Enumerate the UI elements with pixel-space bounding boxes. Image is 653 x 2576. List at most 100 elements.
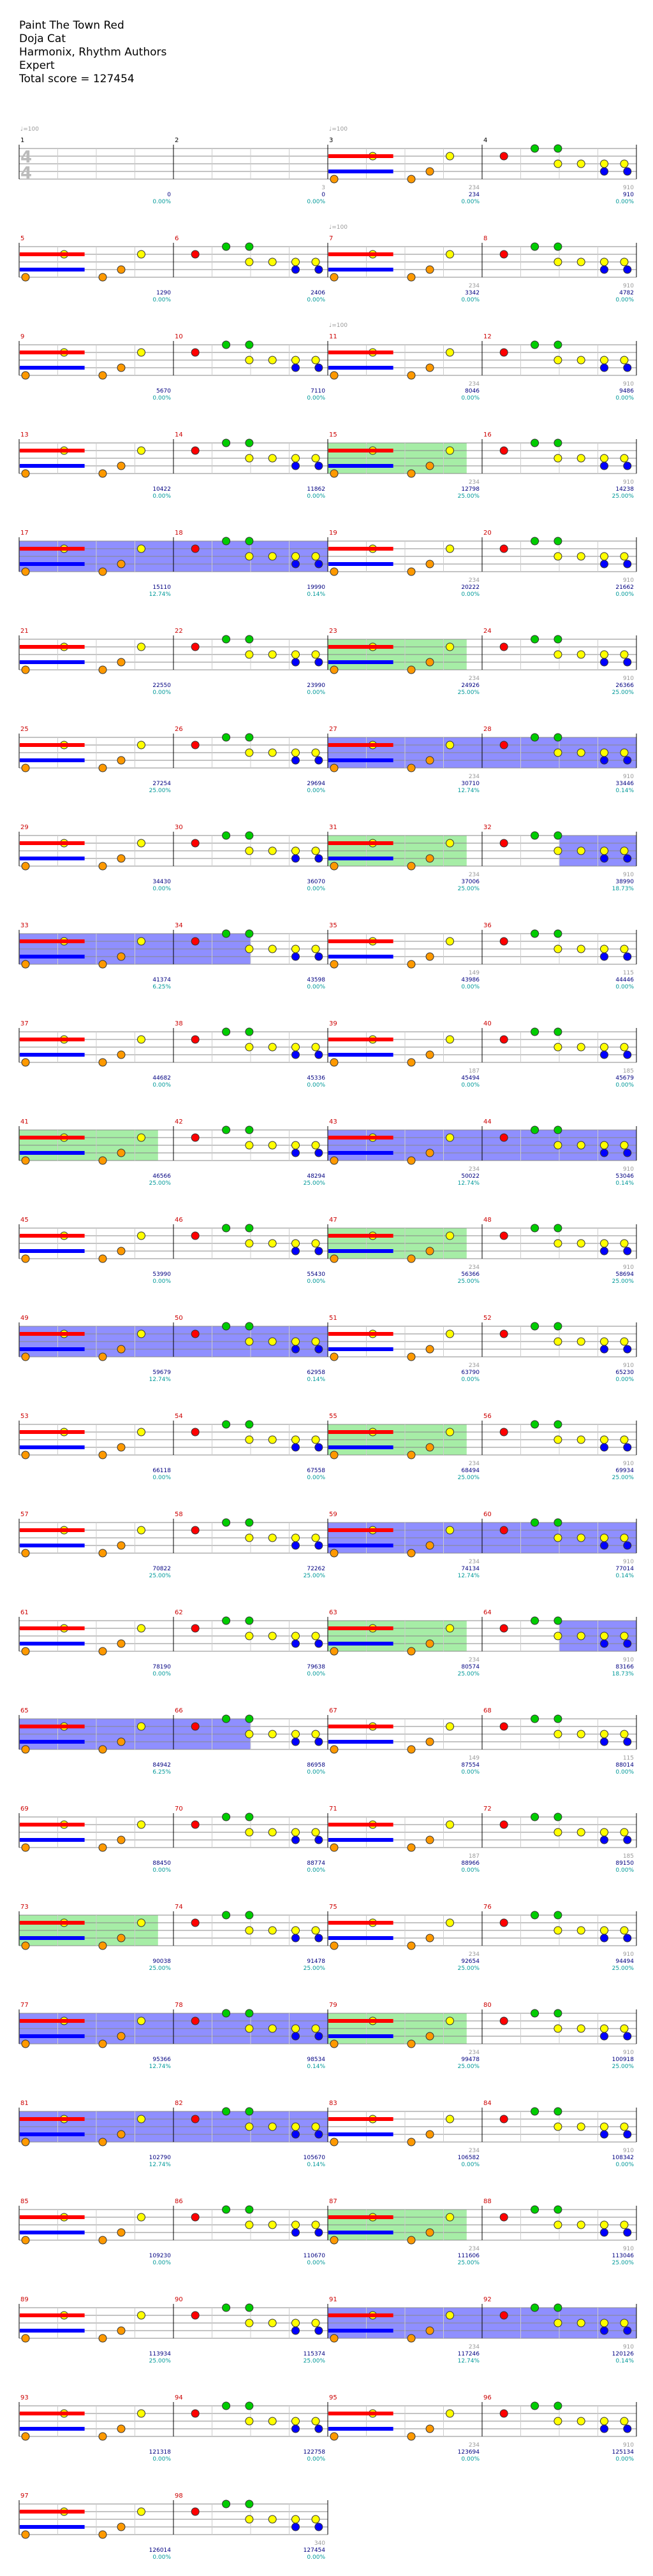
measure-percent: 25.00% [149, 1573, 172, 1579]
note-gem [446, 1133, 454, 1142]
note-gem [600, 748, 608, 757]
measure-number: 55 [329, 1413, 337, 1420]
note-gem [425, 952, 434, 961]
note-gem [446, 348, 454, 357]
note-gem [620, 257, 629, 266]
note-gem [600, 2326, 608, 2335]
measure-percent: 0.00% [461, 297, 480, 303]
measure-percent: 0.00% [152, 297, 171, 303]
note-gem [554, 552, 562, 561]
note-gem [117, 2032, 126, 2041]
note-gem [531, 733, 539, 742]
note-gem [407, 175, 416, 184]
note-gem [446, 544, 454, 553]
note-gem [330, 1941, 339, 1950]
note-gem [222, 1322, 231, 1331]
note-gem [137, 2115, 145, 2124]
note-gem [425, 1050, 434, 1059]
note-gem [330, 2432, 339, 2441]
note-gem [499, 348, 508, 357]
note-gem [407, 567, 416, 576]
note-gem [499, 741, 508, 749]
note-gem [21, 1451, 30, 1459]
note-gem [600, 159, 608, 168]
measure-number: 71 [329, 1805, 337, 1813]
measure-score: 5670 [156, 388, 171, 394]
note-gem [407, 1352, 416, 1361]
measure-score: 21662 [615, 584, 634, 591]
note-gem [21, 1843, 30, 1852]
measure-note-count: 234 [469, 185, 480, 191]
note-gem [222, 1714, 231, 1723]
measure-score: 100918 [612, 2057, 635, 2063]
staff-system-23: 8911393425.00%9011537425.00%912341172461… [18, 2296, 637, 2364]
note-gem [311, 944, 320, 953]
note-gem [446, 2016, 454, 2025]
measure-note-count: 185 [623, 1853, 634, 1860]
measure-percent: 0.00% [615, 1377, 634, 1383]
measure-percent: 18.73% [612, 886, 635, 892]
note-gem [499, 446, 508, 455]
sustain-bar-red [328, 1725, 393, 1728]
measure-score: 41374 [152, 977, 171, 983]
tempo-marker: ♩=100 [329, 224, 348, 231]
note-gem [245, 438, 254, 447]
note-gem [554, 438, 562, 447]
note-gem [499, 2213, 508, 2222]
note-gem [330, 862, 339, 871]
measure-note-count: 234 [469, 1951, 480, 1958]
measure-percent: 0.00% [307, 788, 325, 794]
measure-note-count: 185 [623, 1068, 634, 1075]
staff-system-15: 577082225.00%587226225.00%592347413412.7… [18, 1511, 637, 1579]
measure-percent: 25.00% [612, 690, 635, 696]
note-gem [407, 862, 416, 871]
note-gem [245, 1813, 254, 1821]
note-gem [576, 1435, 585, 1444]
note-gem [620, 1141, 629, 1150]
staff-system-10: 37446820.00%38453360.00%39187454940.00%4… [18, 1020, 637, 1089]
measure-score: 95366 [152, 2057, 171, 2063]
measure-score: 84942 [152, 1762, 171, 1769]
note-gem [600, 1533, 608, 1542]
note-gem [623, 2326, 632, 2335]
note-gem [554, 1043, 562, 1052]
note-gem [21, 1647, 30, 1656]
measure-note-count: 234 [469, 2050, 480, 2056]
measure-number: 49 [20, 1315, 29, 1322]
measure-percent: 25.00% [458, 886, 480, 892]
note-gem [222, 2500, 231, 2508]
measure-number: 89 [20, 2296, 29, 2303]
note-gem [291, 756, 300, 765]
staff-system-22: 851092300.00%861106700.00%8723411160625.… [18, 2198, 637, 2266]
measure-percent: 0.00% [307, 395, 325, 402]
note-gem [245, 2220, 254, 2229]
note-gem [311, 1239, 320, 1248]
note-gem [268, 2515, 277, 2524]
note-gem [425, 265, 434, 274]
sustain-bar-red [328, 2117, 393, 2121]
note-gem [291, 1050, 300, 1059]
note-gem [291, 1639, 300, 1648]
note-gem [531, 144, 539, 153]
measure-percent: 0.00% [615, 984, 634, 990]
measure-number: 70 [175, 1805, 183, 1813]
sustain-bar-red [20, 1038, 85, 1041]
staff-system-2: 512900.00%624060.00%7♩=10023433420.00%89… [18, 224, 637, 303]
measure-score: 4782 [619, 290, 634, 296]
measure-number: 17 [20, 530, 29, 537]
note-gem [620, 1632, 629, 1640]
measure-number: 42 [175, 1118, 183, 1125]
note-gem [98, 1549, 107, 1558]
note-gem [222, 1125, 231, 1134]
staff-system-18: 69884500.00%70887740.00%71187889660.00%7… [18, 1805, 637, 1874]
note-gem [191, 544, 200, 553]
measure-note-count: 910 [623, 2148, 634, 2154]
measure-score: 65230 [615, 1370, 634, 1376]
note-gem [554, 144, 562, 153]
measure-number: 11 [329, 333, 337, 340]
note-gem [425, 1737, 434, 1746]
note-gem [191, 1035, 200, 1044]
note-gem [576, 552, 585, 561]
measure-percent: 25.00% [612, 2064, 635, 2070]
note-gem [554, 2401, 562, 2410]
